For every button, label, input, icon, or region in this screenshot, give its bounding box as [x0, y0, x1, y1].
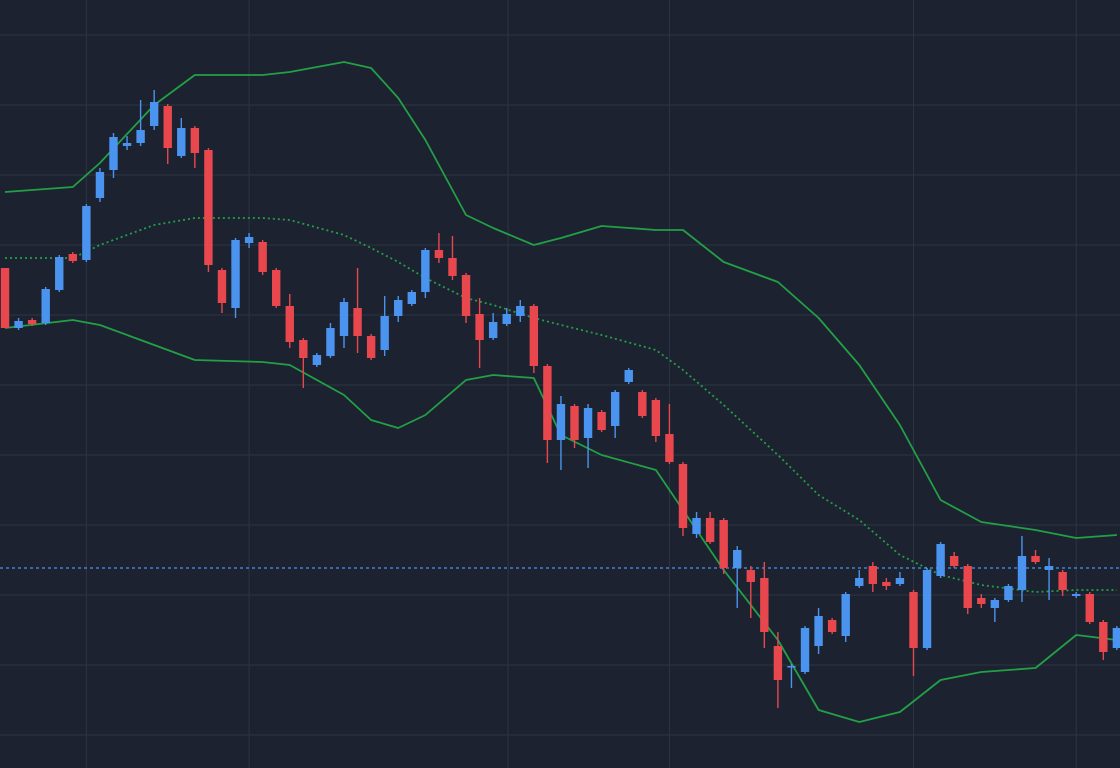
- candle-body: [299, 340, 308, 358]
- candle-body: [760, 578, 769, 632]
- candle-body: [543, 366, 552, 440]
- candle-body: [882, 582, 891, 586]
- candle-body: [733, 550, 742, 568]
- bollinger-upper: [4, 61, 1117, 539]
- candle-body: [773, 646, 783, 680]
- candle-body: [556, 404, 566, 440]
- candle-body: [570, 406, 579, 440]
- candle-body: [461, 275, 471, 316]
- candle-body: [448, 258, 457, 276]
- candle-body: [394, 300, 403, 316]
- candle-body: [895, 578, 905, 584]
- candle-body: [475, 314, 484, 340]
- candle-body: [163, 106, 172, 148]
- candle-body: [109, 137, 118, 170]
- candle-body: [14, 321, 23, 328]
- candle-body: [95, 172, 105, 198]
- candle-body: [705, 518, 715, 542]
- candle-body: [285, 306, 294, 342]
- candle-body: [841, 594, 850, 636]
- candle-body: [407, 292, 416, 304]
- candle-body: [82, 206, 91, 260]
- candle-body: [1031, 556, 1040, 562]
- candle-body: [55, 257, 64, 290]
- candle-body: [855, 578, 864, 586]
- candle-body: [814, 616, 823, 646]
- bollinger-middle: [5, 217, 1117, 593]
- candle-body: [326, 328, 335, 356]
- candle-body: [231, 240, 240, 308]
- candle-body: [610, 392, 620, 426]
- candle-body: [1044, 566, 1054, 570]
- candle-body: [434, 250, 444, 258]
- candle-body: [149, 102, 159, 126]
- candle-body: [1112, 628, 1120, 648]
- candle-body: [312, 355, 322, 365]
- candle-body: [909, 592, 918, 648]
- candle-body: [1004, 586, 1013, 600]
- candle-body: [488, 322, 498, 338]
- candle-body: [787, 666, 796, 668]
- candle-body: [339, 302, 349, 336]
- candle-body: [27, 320, 37, 324]
- candle-body: [692, 518, 701, 534]
- candle-body: [380, 316, 389, 350]
- candle-body: [678, 464, 688, 528]
- candle-body: [827, 620, 837, 632]
- candle-body: [366, 336, 376, 358]
- candle-body: [746, 570, 755, 582]
- candle-body: [949, 556, 959, 566]
- candle-body: [1085, 594, 1094, 622]
- candle-body: [68, 254, 78, 261]
- candle-body: [1017, 556, 1027, 590]
- candle-body: [583, 408, 593, 438]
- candle-body: [217, 270, 227, 303]
- candle-body: [177, 128, 186, 156]
- candle-body: [651, 400, 661, 436]
- candle-body: [719, 520, 728, 568]
- candle-body: [1072, 594, 1081, 596]
- candle-body: [0, 268, 10, 328]
- candle-body: [990, 600, 1000, 608]
- candle-body: [597, 412, 606, 430]
- candle-body: [258, 242, 267, 272]
- candle-body: [936, 544, 945, 576]
- candle-body: [502, 314, 511, 324]
- candle-body: [529, 306, 539, 366]
- candle-body: [353, 308, 362, 336]
- candle-body: [516, 306, 525, 316]
- candle-body: [244, 237, 254, 243]
- candle-body: [800, 628, 810, 672]
- candle-body: [272, 270, 281, 306]
- candle-body: [136, 130, 145, 143]
- candle-body: [665, 434, 674, 462]
- candle-body: [1099, 622, 1108, 652]
- candle-body: [1058, 572, 1067, 590]
- candle-body: [868, 566, 878, 584]
- candle-body: [922, 570, 932, 648]
- candle-body: [204, 150, 213, 265]
- candle-body: [421, 250, 430, 292]
- candle-body: [190, 128, 200, 153]
- candle-body: [638, 392, 647, 416]
- candle-body: [624, 370, 633, 382]
- candle-body: [41, 289, 50, 323]
- candle-body: [122, 143, 132, 146]
- candle-body: [977, 598, 986, 604]
- candle-body: [963, 566, 972, 608]
